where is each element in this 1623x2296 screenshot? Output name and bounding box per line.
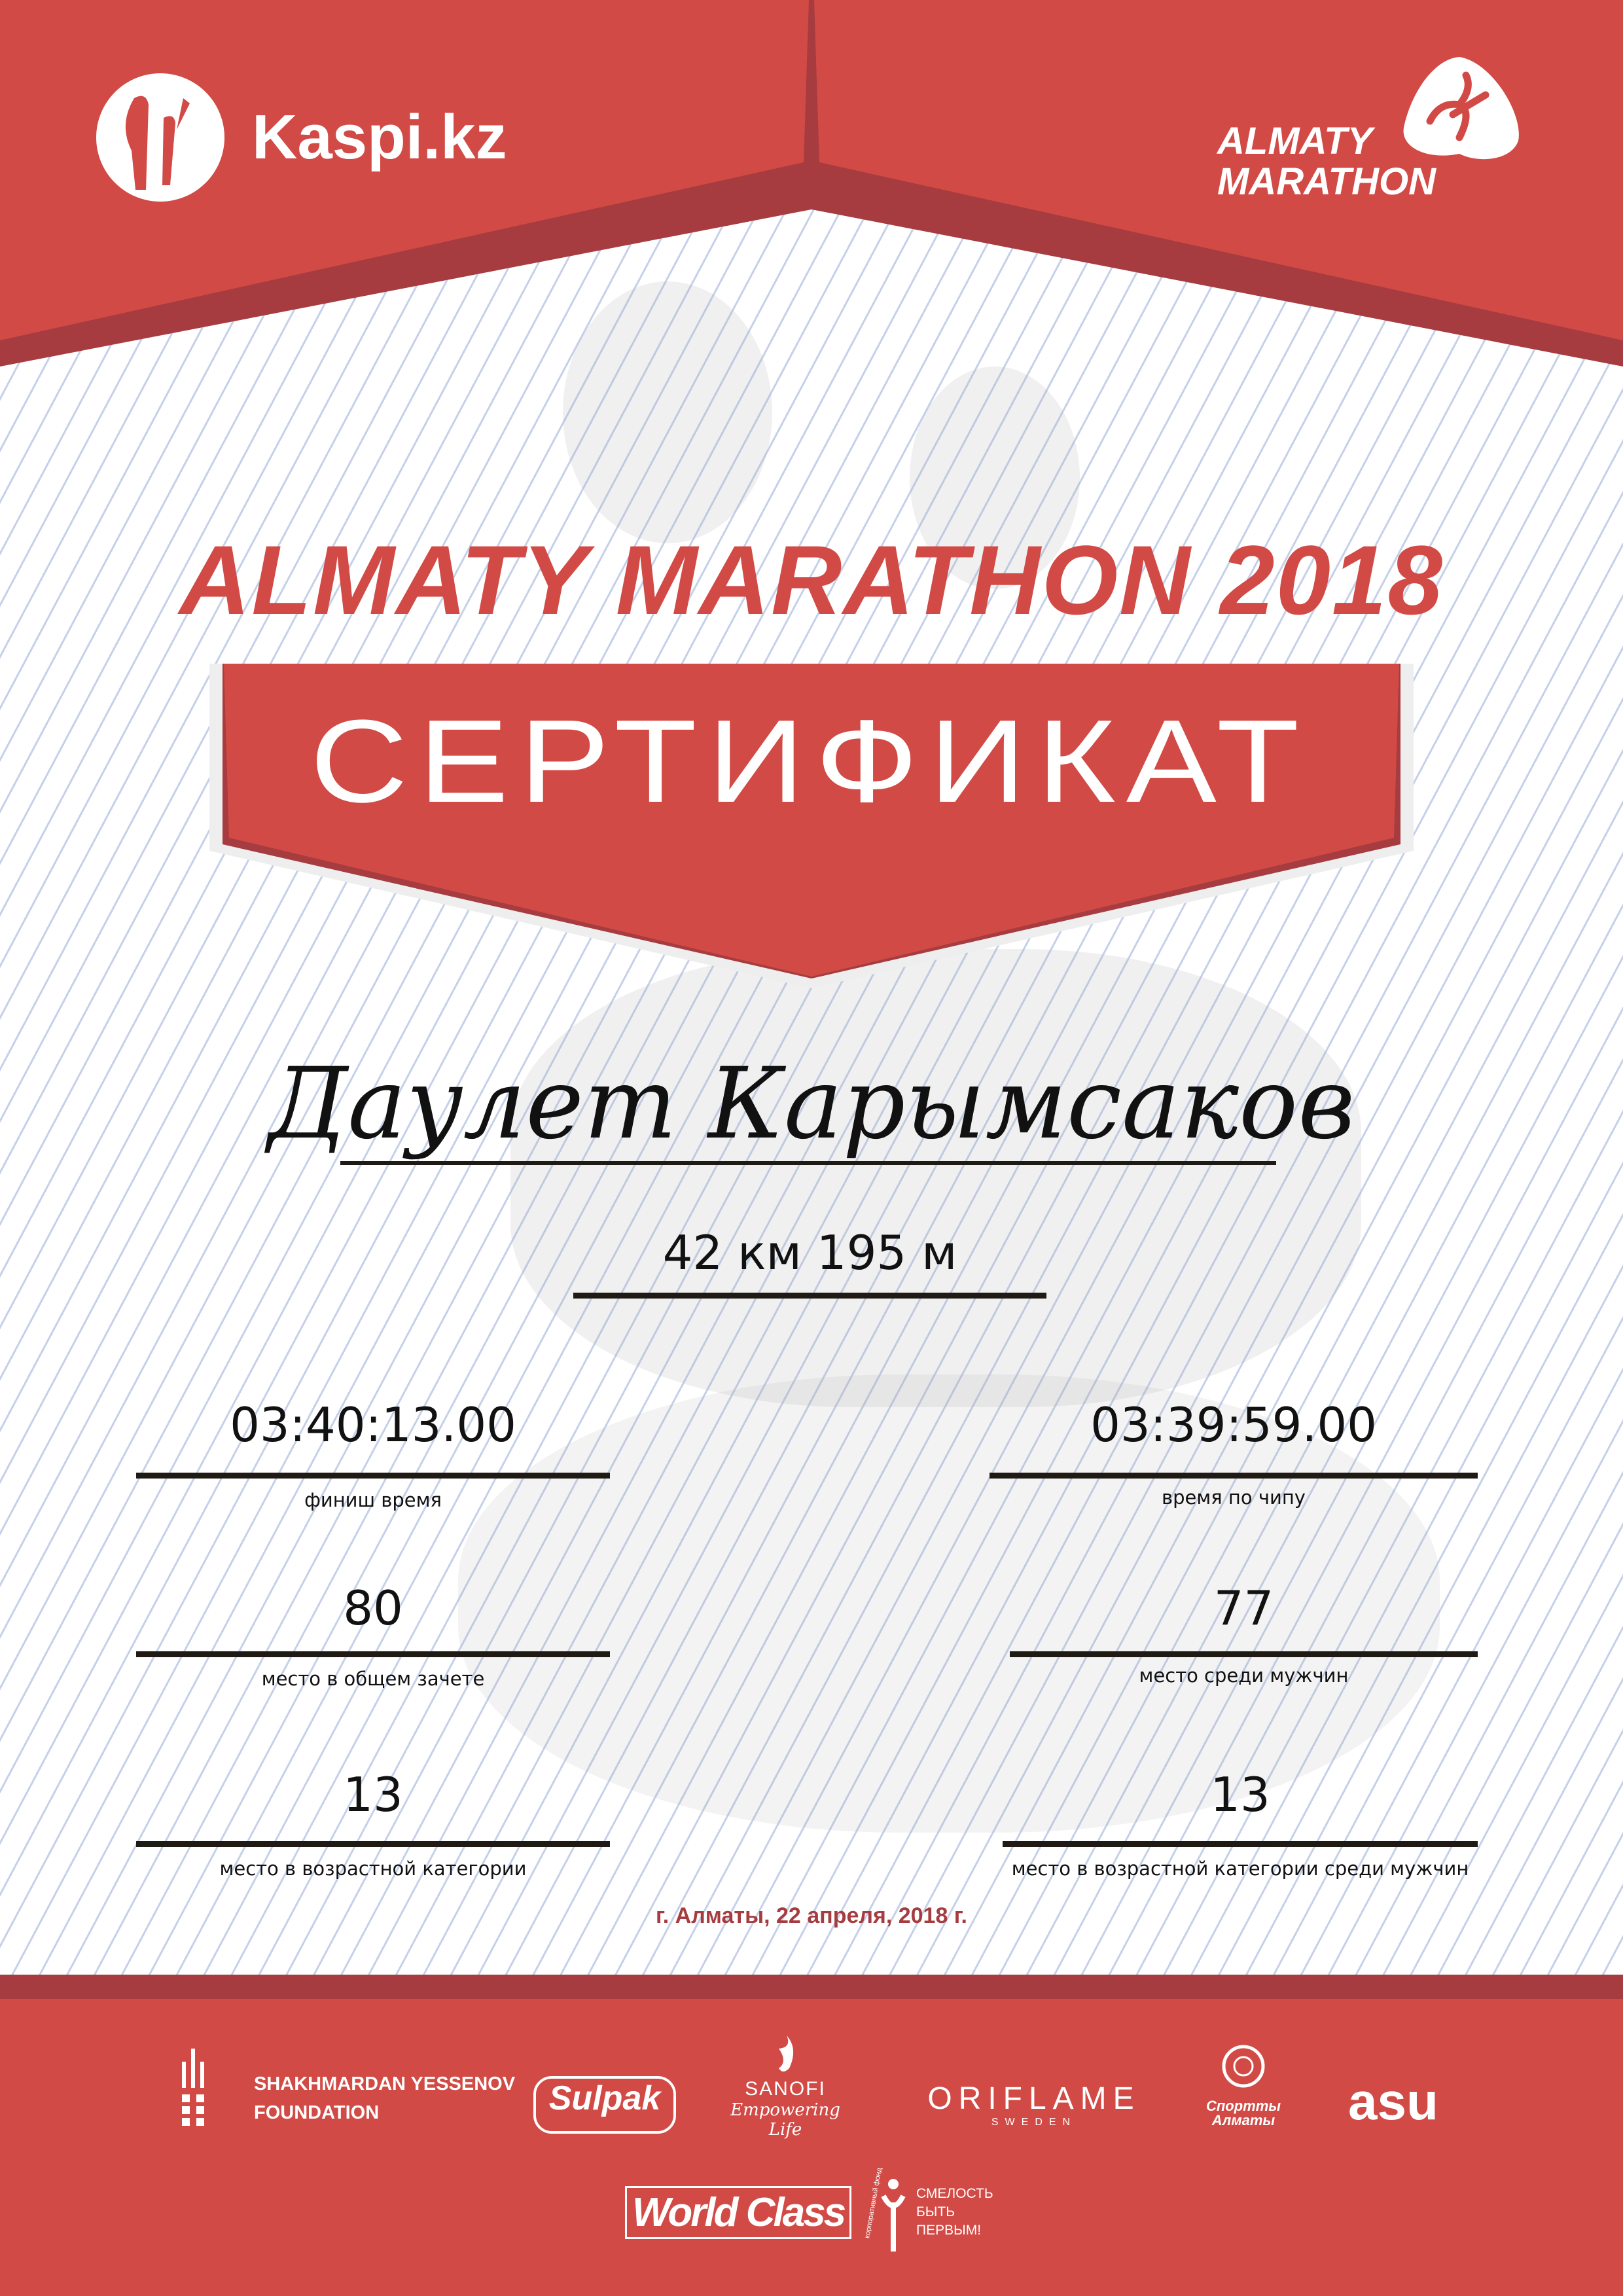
- overall-place-label: место в общем зачете: [261, 1668, 485, 1690]
- name-underline: [340, 1161, 1276, 1165]
- overall-place-value: 80: [343, 1581, 403, 1636]
- chip-time-label: время по чипу: [1162, 1486, 1306, 1509]
- distance: 42 км 195 м: [662, 1225, 957, 1280]
- runner-logo-icon: [1403, 57, 1519, 160]
- fund-figure-icon: [881, 2179, 906, 2251]
- sulpak-text: Sulpak: [548, 2079, 661, 2117]
- yessenov-line2: FOUNDATION: [254, 2102, 380, 2123]
- age-place-label: место в возрастной категории: [219, 1857, 527, 1880]
- certificate-label: СЕРТИФИКАТ: [310, 696, 1310, 827]
- date-line: г. Алматы, 22 апреля, 2018 г.: [656, 1903, 967, 1928]
- runner-photo: [563, 281, 772, 543]
- sponsor-oriflame: ORIFLAME SWEDEN: [923, 2081, 1145, 2128]
- footer-stripe: [0, 1975, 1623, 1999]
- chip-time-rule: [990, 1473, 1478, 1479]
- male-place-label: место среди мужчин: [1139, 1664, 1349, 1687]
- sponsor-sulpak: Sulpak: [533, 2076, 676, 2134]
- sanofi-name: SANOFI: [745, 2078, 826, 2100]
- male-place-rule: [1010, 1651, 1478, 1657]
- sponsor-asu: asu: [1348, 2072, 1438, 2132]
- male-place-value: 77: [1213, 1581, 1274, 1636]
- runner-photo: [458, 1374, 1440, 1833]
- sponsors-footer: [0, 1999, 1623, 2296]
- yessenov-logo-icon: [182, 2049, 204, 2126]
- certificate-banner: [209, 664, 1414, 988]
- sponsor-sanofi: SANOFI Empowering Life: [720, 2036, 851, 2140]
- sponsor-fund: корпоративный фонд СМЕЛОСТЬ БЫТЬ ПЕРВЫМ!: [863, 2166, 993, 2258]
- world-class-text: World Class: [632, 2190, 846, 2235]
- chip-time-value: 03:39:59.00: [1090, 1397, 1377, 1452]
- finish-time-value: 03:40:13.00: [230, 1397, 516, 1452]
- oriflame-sub: SWEDEN: [991, 2117, 1077, 2128]
- age-place-value: 13: [343, 1767, 403, 1822]
- age-place-rule: [136, 1841, 610, 1847]
- fund-line2: БЫТЬ: [916, 2204, 955, 2219]
- logo-line-marathon: MARATHON: [1217, 160, 1436, 203]
- yessenov-line1: SHAKHMARDAN YESSENOV: [254, 2073, 516, 2094]
- overall-place-rule: [136, 1651, 610, 1657]
- finish-time-label: финиш время: [304, 1489, 442, 1511]
- sport-almaty-line1: Спортты: [1205, 2098, 1281, 2114]
- age-male-place-value: 13: [1210, 1767, 1270, 1822]
- sanofi-tagline: Empowering Life: [730, 2100, 840, 2140]
- finish-time-rule: [136, 1473, 610, 1479]
- fund-line1: СМЕЛОСТЬ: [916, 2186, 993, 2201]
- kaspi-logo: Kaspi.kz: [95, 72, 507, 203]
- event-title: ALMATY MARATHON 2018: [179, 525, 1444, 635]
- distance-underline: [573, 1293, 1046, 1299]
- sponsor-world-class: World Class: [625, 2186, 852, 2239]
- oriflame-name: ORIFLAME: [927, 2081, 1141, 2116]
- header-banner: [0, 0, 1623, 367]
- age-male-place-rule: [1003, 1841, 1478, 1847]
- runner-photo: [510, 949, 1361, 1407]
- logo-line-almaty: ALMATY: [1217, 120, 1373, 162]
- kaspi-logo-icon: [96, 73, 224, 202]
- fund-line3: ПЕРВЫМ!: [916, 2223, 982, 2238]
- age-male-place-label: место в возрастной категории среди мужчи…: [1011, 1857, 1469, 1880]
- sport-almaty-emblem-icon: [1222, 2045, 1265, 2088]
- almaty-marathon-logo: ALMATY MARATHON: [1217, 56, 1531, 213]
- sponsor-sport-almaty: Спортты Алматы: [1198, 2037, 1289, 2128]
- participant-name: Даулет Карымсаков: [268, 1047, 1355, 1161]
- sport-almaty-line2: Алматы: [1211, 2112, 1275, 2128]
- sanofi-logo-icon: [779, 2036, 794, 2072]
- asu-text: asu: [1348, 2072, 1438, 2130]
- kaspi-logo-text: Kaspi.kz: [252, 102, 507, 172]
- runner-photo: [910, 367, 1080, 589]
- sponsor-yessenov: SHAKHMARDAN YESSENOV FOUNDATION: [182, 2049, 515, 2127]
